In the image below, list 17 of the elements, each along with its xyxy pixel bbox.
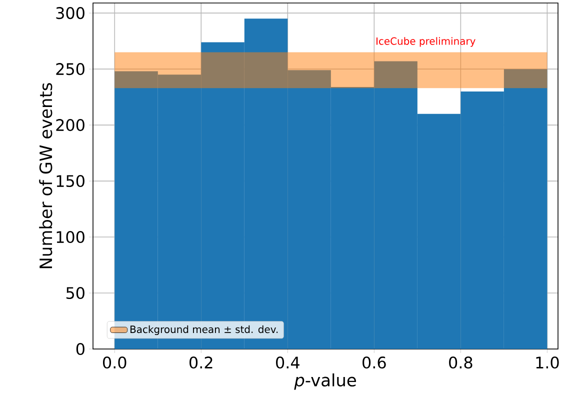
y-tick-label: 200	[56, 119, 84, 132]
x-tick-label: 0.8	[449, 356, 472, 369]
x-tick-label: 0.4	[276, 356, 300, 369]
y-axis-title: Number of GW events	[39, 83, 52, 268]
x-axis-title: p-value	[294, 373, 356, 390]
y-tick-label: 250	[56, 63, 84, 76]
y-tick-label: 100	[56, 231, 84, 244]
y-tick-label: 150	[56, 175, 84, 188]
annotation: IceCube preliminary	[376, 37, 476, 47]
y-tick-label: 300	[56, 7, 84, 20]
legend-label: Background mean ± std. dev.	[130, 325, 278, 336]
x-tick-label: 0.0	[103, 356, 126, 369]
y-tick-label: 50	[66, 286, 84, 300]
y-tick-label: 0	[76, 342, 84, 356]
x-tick-label: 0.6	[362, 356, 386, 369]
x-tick-label: 1.0	[536, 356, 559, 369]
x-tick-label: 0.2	[190, 356, 212, 369]
